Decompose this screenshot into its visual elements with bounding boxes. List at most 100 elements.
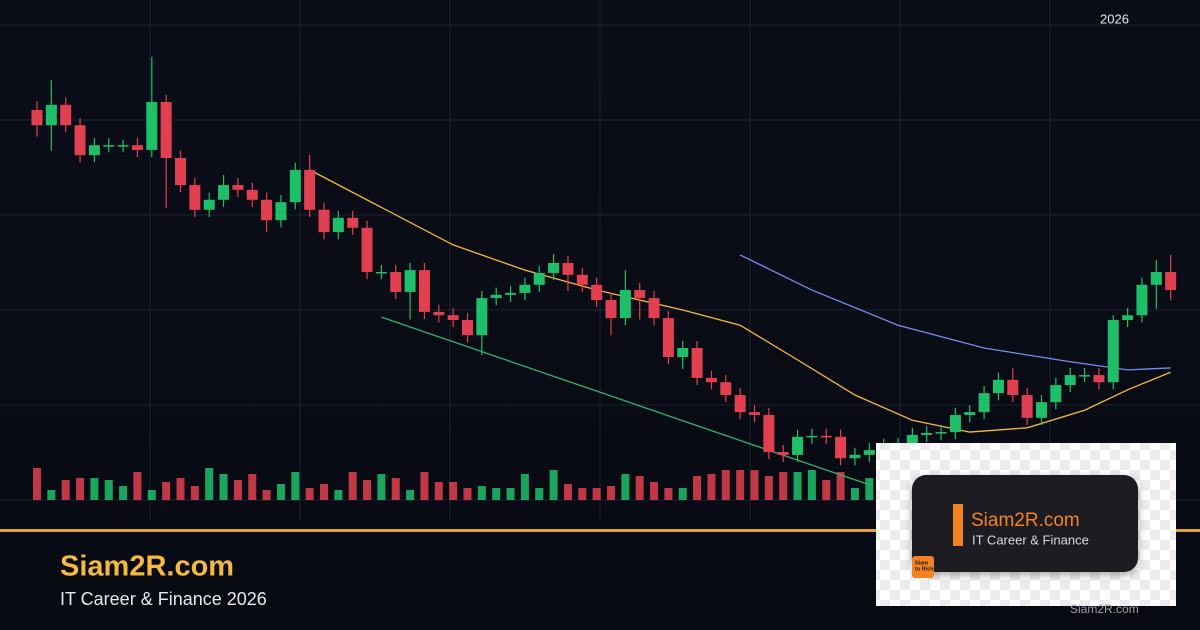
- volume-bar: [104, 480, 113, 500]
- candle-body: [332, 217, 344, 233]
- volume-bar: [764, 476, 773, 500]
- volume-bar: [578, 488, 587, 500]
- candle-body: [519, 284, 531, 293]
- volume-bar: [291, 472, 300, 500]
- candle-body: [1165, 272, 1177, 291]
- candle-body: [289, 169, 301, 203]
- candle-body: [548, 262, 560, 273]
- volume-bar: [563, 484, 572, 500]
- candle-body: [562, 262, 574, 275]
- candle-body: [347, 217, 359, 228]
- candle-body: [88, 145, 100, 156]
- candle-body: [490, 294, 502, 299]
- candle-body: [849, 454, 861, 459]
- candle-body: [1150, 272, 1162, 285]
- candle-body: [1021, 395, 1033, 418]
- volume-bar: [76, 478, 85, 500]
- candle-body: [978, 393, 990, 413]
- logo-bar: [953, 504, 963, 546]
- volume-bar: [119, 486, 128, 500]
- volume-bar: [363, 480, 372, 500]
- card-title: Siam2R.com: [971, 510, 1080, 531]
- watermark: Siam2R.com: [1070, 602, 1139, 616]
- candle-body: [835, 436, 847, 459]
- candle-body: [232, 185, 244, 190]
- volume-bar: [664, 488, 673, 500]
- candle-body: [1007, 379, 1019, 396]
- volume-bar: [276, 484, 285, 500]
- volume-bar: [535, 488, 544, 500]
- candle-body: [763, 414, 775, 453]
- candle-body: [404, 270, 416, 292]
- candle-body: [662, 318, 674, 358]
- candle-body: [318, 209, 330, 233]
- volume-bar: [807, 470, 816, 500]
- divider: [0, 529, 1200, 532]
- volume-bar: [434, 482, 443, 500]
- candle-body: [433, 311, 445, 316]
- candle-body: [705, 377, 717, 383]
- candle-body: [117, 145, 129, 147]
- candle-body: [304, 169, 316, 210]
- candle-body: [160, 101, 172, 158]
- volume-bar: [348, 472, 357, 500]
- candle-body: [390, 272, 402, 292]
- candle-body: [806, 435, 818, 438]
- volume-bar: [750, 470, 759, 500]
- volume-bar: [836, 472, 845, 500]
- candle-body: [1122, 315, 1134, 320]
- brand-title: Siam2R.com: [60, 551, 234, 583]
- candle-body: [60, 104, 72, 126]
- candle-body: [1036, 402, 1047, 418]
- volume-bar: [162, 482, 171, 500]
- candle-body: [949, 414, 961, 433]
- candle-body: [418, 270, 430, 312]
- volume-bar: [334, 490, 343, 500]
- volume-bar: [391, 478, 400, 500]
- candle-body: [45, 104, 57, 126]
- volume-bar: [90, 478, 99, 500]
- volume-bar: [736, 470, 745, 500]
- badge-text: to Rich: [915, 566, 934, 572]
- candle-body: [964, 412, 976, 415]
- volume-bar: [248, 474, 257, 500]
- year-label: 2026: [1100, 11, 1129, 26]
- candle-body: [734, 395, 746, 413]
- volume-bar: [850, 488, 859, 500]
- badge: [912, 556, 934, 578]
- candle-body: [576, 274, 588, 285]
- candle-body: [103, 145, 115, 147]
- candle-body: [175, 158, 186, 186]
- volume-bar: [233, 480, 242, 500]
- volume-bar: [492, 488, 501, 500]
- candle-body: [361, 227, 373, 272]
- volume-bar: [779, 472, 788, 500]
- volume-bar: [650, 482, 659, 500]
- candle-body: [648, 298, 660, 319]
- candle-body: [1093, 375, 1105, 383]
- volume-bar: [377, 474, 386, 500]
- volume-bar: [721, 470, 730, 500]
- candle-body: [591, 284, 603, 301]
- candle-body: [634, 290, 646, 299]
- candle-body: [275, 202, 287, 221]
- candle-body: [906, 434, 918, 445]
- candle-body: [1050, 385, 1062, 403]
- candle-body: [476, 298, 488, 336]
- trend-line: [739, 254, 1171, 371]
- volume-bar: [147, 490, 156, 500]
- candle-body: [720, 382, 732, 396]
- candle-body: [935, 432, 947, 434]
- candle-body: [1107, 319, 1119, 383]
- volume-bar: [693, 476, 702, 500]
- candle-body: [1136, 284, 1148, 316]
- candle-body: [462, 319, 473, 336]
- candle-body: [605, 300, 617, 319]
- candle-body: [203, 199, 215, 210]
- volume-bar: [621, 474, 630, 500]
- volume-bar: [190, 486, 199, 500]
- volume-bar: [793, 472, 802, 500]
- logo-overlay: Siam2R.com IT Career & Finance Siam to R…: [876, 443, 1176, 616]
- volume-bar: [822, 480, 831, 500]
